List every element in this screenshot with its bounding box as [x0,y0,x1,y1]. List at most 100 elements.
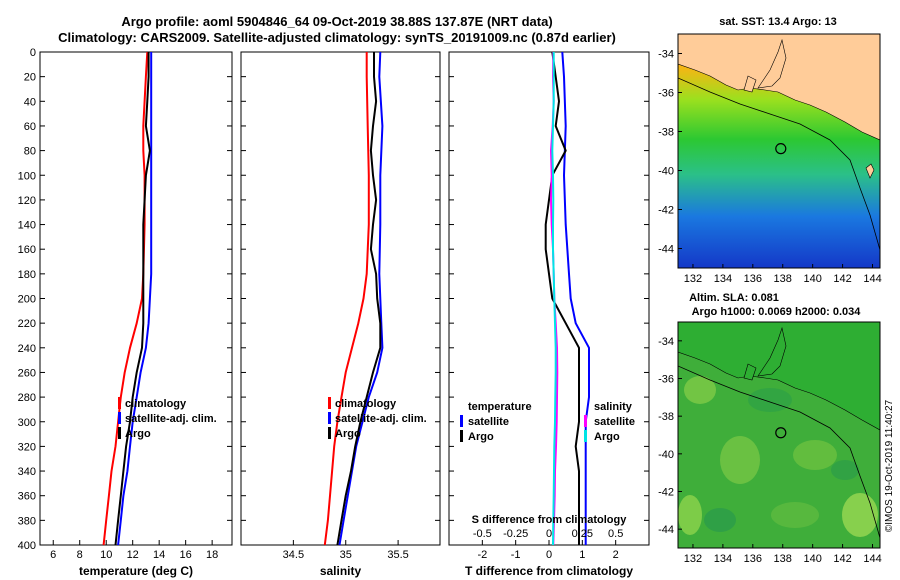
legend-swatch [118,427,121,439]
imos-timestamp: ©IMOS 19-Oct-2019 11:40:27 [884,399,895,532]
sst-map-axes: 132 134 136 138 140 142 144 -34 -36 -38 -40 -42 -44 [658,49,882,286]
x-axis-label: T difference from climatology [465,564,633,578]
x-tick-label-top: 0.5 [608,528,623,540]
series-satellite-adj-clim- [117,52,153,546]
series-t-satellite [561,51,590,545]
x-tick-label: 1 [579,549,585,561]
panel-temperature: 6 8 10 12 14 16 180204060801001201401601802002… [18,47,233,578]
lon-tick-label: 138 [774,553,792,565]
legend-swatch [328,427,331,439]
legend-label: Argo [468,431,494,443]
series-climatology [102,51,149,546]
legend-swatch [328,397,331,409]
legend-label: satellite-adj. clim. [335,413,427,425]
y-tick-label: 240 [18,343,36,355]
series-argo [114,52,151,546]
legend-swatch [460,415,463,427]
series-satellite-adj-clim- [338,51,384,546]
y-tick-label: 360 [18,491,36,503]
legend-title: temperature [468,401,532,413]
y-tick-label: 260 [18,367,36,379]
y-tick-label: 380 [18,515,36,527]
panel-difference: -2 -1 0 1 2 T difference from climatology S di… [448,51,650,578]
x-tick-label: 0 [546,549,552,561]
sla-map-subtitle: Argo h1000: 0.0069 h2000: 0.034 [692,306,862,318]
legend-label: satellite [594,416,635,428]
figure-title-line1: Argo profile: aoml 5904846_64 09-Oct-201… [121,14,552,29]
y-tick-label: 100 [18,170,36,182]
x-tick-label: 35 [340,549,352,561]
lat-tick-label: -42 [658,487,674,499]
panel-frame [448,51,650,546]
legend-label: Argo [125,428,151,440]
lat-tick-label: -44 [658,524,674,536]
y-tick-label: 140 [18,220,36,232]
legend-swatch [328,412,331,424]
sst-float-marker [775,143,787,155]
x-tick-label: 8 [77,549,83,561]
x-axis-label: temperature (deg C) [79,564,193,578]
sla-map-frame [677,321,881,549]
legend-label: Argo [335,428,361,440]
y-tick-label: 340 [18,466,36,478]
x-tick-label: 10 [100,549,112,561]
y-tick-label: 40 [24,96,36,108]
y-tick-label: 320 [18,441,36,453]
lat-tick-label: -36 [658,374,674,386]
x-tick-label: -1 [511,549,521,561]
sla-map-title: Altim. SLA: 0.081 [689,292,779,304]
x-tick-label: 16 [180,549,192,561]
lat-tick-label: -36 [658,88,674,100]
panel-frame [240,51,441,546]
y-tick-label: 200 [18,294,36,306]
sla-field-patches [678,322,880,539]
x-tick-label-top: 0.25 [572,528,593,540]
y-tick-label: 160 [18,244,36,256]
x-tick-label: 18 [206,549,218,561]
legend-swatch [118,412,121,424]
legend-swatch [460,430,463,442]
y-tick-label: 20 [24,72,36,84]
sla-map-axes: 132 134 136 138 140 142 144 -34 -36 -38 -40 -42 -44 [658,336,882,565]
lat-tick-label: -38 [658,127,674,139]
y-tick-label: 120 [18,195,36,207]
sla-map: 132 134 136 138 140 142 144 -34 -36 -38 -40 -42 -44 [658,321,882,565]
lat-tick-label: -40 [658,166,674,178]
y-tick-label: 60 [24,121,36,133]
x-tick-label: 12 [127,549,139,561]
y-tick-label: 220 [18,318,36,330]
legend-swatch [118,397,121,409]
lon-tick-label: 142 [833,273,851,285]
lon-tick-label: 142 [833,553,851,565]
lat-tick-label: -38 [658,411,674,423]
x-tick-label-top: -0.25 [503,528,528,540]
y-tick-label: 280 [18,392,36,404]
lon-tick-label: 134 [714,553,732,565]
figure-title-line2: Climatology: CARS2009. Satellite-adjuste… [58,30,616,45]
panel-frame [39,51,233,546]
sst-map-title: sat. SST: 13.4 Argo: 13 [719,16,837,28]
lon-tick-label: 136 [744,273,762,285]
lon-tick-label: 132 [684,553,702,565]
lon-tick-label: 144 [863,273,881,285]
lat-tick-label: -34 [658,49,674,61]
series-climatology [323,52,370,546]
x-tick-label: -2 [477,549,487,561]
x-tick-label: 34.5 [283,549,304,561]
sst-map-frame [677,33,881,269]
legend-swatch [584,415,587,427]
lat-tick-label: -44 [658,244,674,256]
lon-tick-label: 132 [684,273,702,285]
legend-label: Argo [594,431,620,443]
legend-label: satellite [468,416,509,428]
lon-tick-label: 140 [803,273,821,285]
lat-tick-label: -40 [658,449,674,461]
series-t-argo [544,51,580,545]
lat-tick-label: -42 [658,205,674,217]
panel-salinity: 34.5 35 35.5 salinity climatology satellite-a… [240,51,441,578]
x-axis-label-top: S difference from climatology [472,514,628,526]
sla-float-marker [775,427,787,439]
sst-land [678,34,880,251]
lon-tick-label: 134 [714,273,732,285]
